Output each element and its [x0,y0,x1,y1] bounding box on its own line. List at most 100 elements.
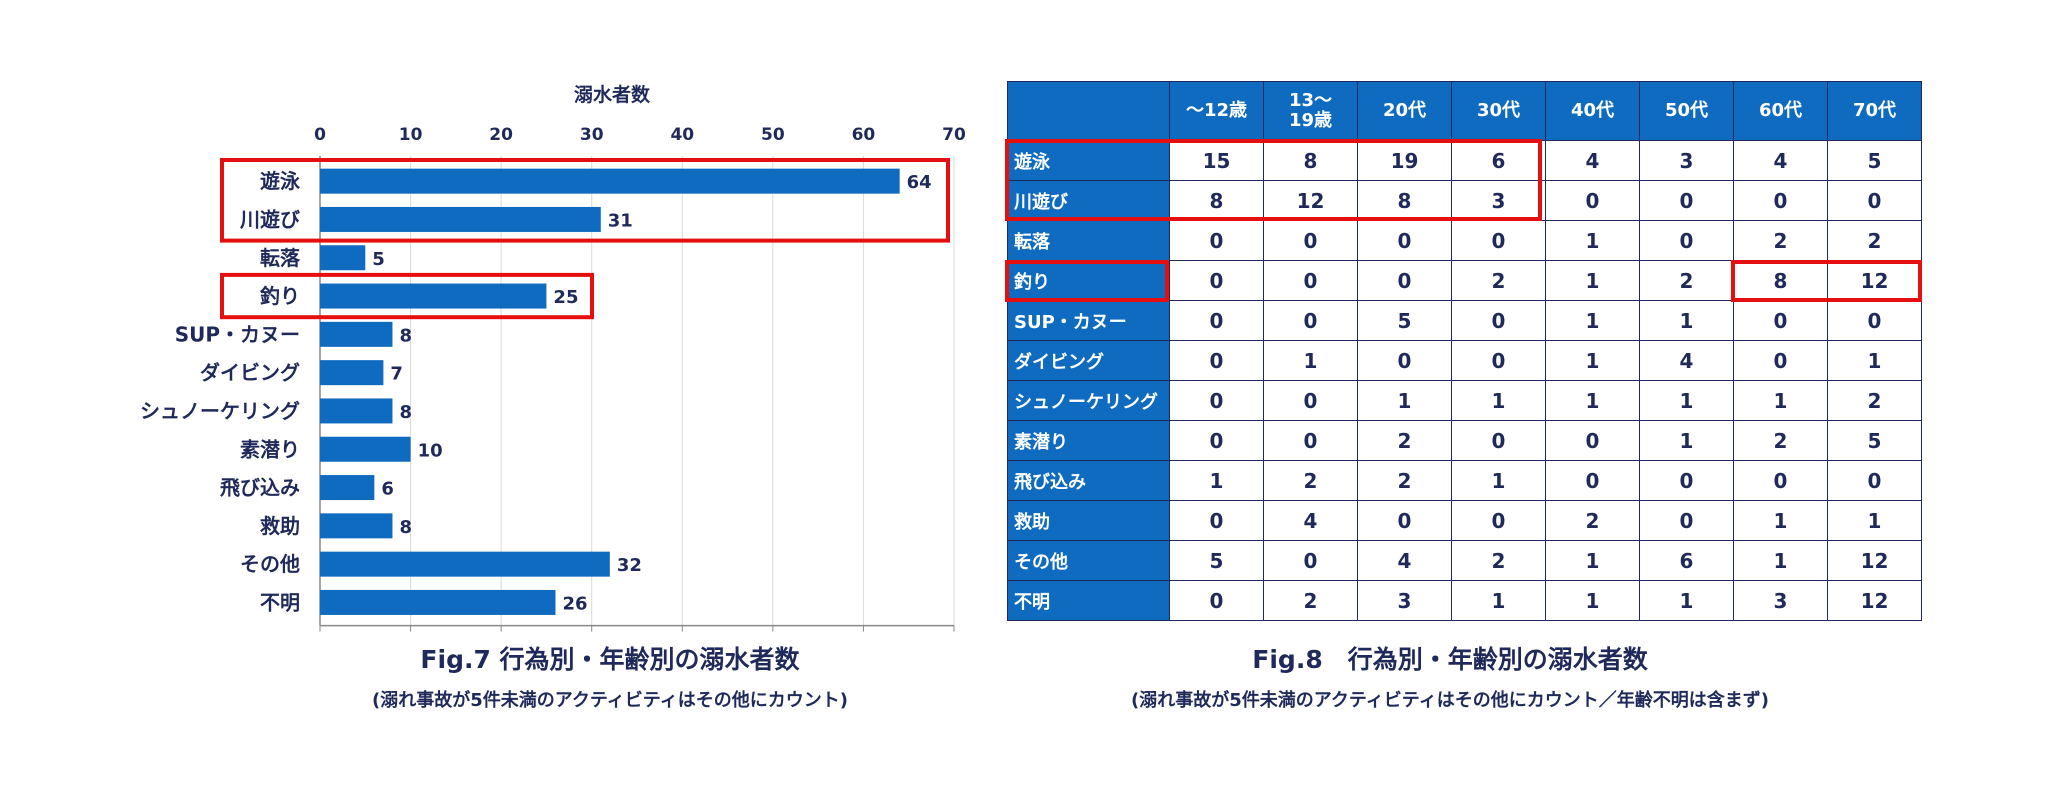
bar [320,513,393,539]
table-cell: 5 [1827,140,1922,181]
row-label: シュノーケリング [1007,380,1170,421]
table-cell: 0 [1639,500,1734,541]
fig8-table: 〜12歳 13〜 19歳 20代 30代 40代 50代 60代 70代 遊泳 15 8 19 6 4 3… [1007,81,1922,621]
table-cell: 6 [1639,540,1734,581]
table-cell: 1 [1545,220,1640,261]
column-header: 70代 [1827,81,1922,141]
table-cell: 0 [1451,300,1546,341]
table-cell: 12 [1263,180,1358,221]
table-cell: 0 [1169,220,1264,261]
table-cell: 1 [1827,340,1922,381]
table-cell: 1 [1545,380,1640,421]
row-label: 不明 [1007,580,1170,621]
table-row: 不明 0 2 3 1 1 1 3 12 [1007,580,1922,621]
table-cell: 0 [1357,500,1452,541]
table-row: 飛び込み 1 2 2 1 0 0 0 0 [1007,460,1922,501]
table-cell: 0 [1169,340,1264,381]
table-cell: 0 [1263,380,1358,421]
table-row: 釣り 0 0 0 2 1 2 8 12 [1007,260,1922,301]
table-cell: 0 [1639,460,1734,501]
category-label: SUP・カヌー [175,322,300,346]
table-cell: 12 [1827,260,1922,301]
table-cell: 12 [1827,540,1922,581]
table-cell: 1 [1733,380,1828,421]
table-cell: 1 [1357,380,1452,421]
bar [320,398,393,424]
table-cell: 8 [1733,260,1828,301]
table-cell: 5 [1357,300,1452,341]
table-cell: 2 [1827,380,1922,421]
bar [320,475,375,501]
table-cell: 2 [1639,260,1734,301]
table-cell: 1 [1827,500,1922,541]
table-cell: 1 [1639,300,1734,341]
table-row: その他 5 0 4 2 1 6 1 12 [1007,540,1922,581]
column-header: 13〜 19歳 [1263,81,1358,141]
data-label: 10 [418,440,443,461]
table-cell: 1 [1639,420,1734,461]
table-cell: 2 [1357,420,1452,461]
row-label: 川遊び [1007,180,1170,221]
table-row: 素潜り 0 0 2 0 0 1 2 5 [1007,420,1922,461]
highlight-box-fishing [220,272,594,320]
category-label: シュノーケリング [140,399,300,423]
bar [320,206,601,232]
column-header: 20代 [1357,81,1452,141]
table-cell: 4 [1357,540,1452,581]
table-cell: 0 [1639,180,1734,221]
column-header: 60代 [1733,81,1828,141]
table-cell: 0 [1263,420,1358,461]
row-label: 飛び込み [1007,460,1170,501]
table-row: 川遊び 8 12 8 3 0 0 0 0 [1007,180,1922,221]
table-cell: 2 [1733,220,1828,261]
table-cell: 0 [1357,220,1452,261]
table-cell: 0 [1639,220,1734,261]
table-cell: 2 [1827,220,1922,261]
highlight-box-swim-river [220,158,950,243]
x-axis-label: 溺水者数 [574,83,651,106]
x-tick-label: 20 [489,125,513,145]
table-cell: 0 [1263,540,1358,581]
column-header: 30代 [1451,81,1546,141]
column-header: 50代 [1639,81,1734,141]
category-label: 不明 [260,590,300,614]
bar [320,436,411,462]
fig7-note: (溺れ事故が5件未満のアクティビティはその他にカウント) [372,690,848,711]
fig8-note: (溺れ事故が5件未満のアクティビティはその他にカウント／年齢不明は含まず) [1131,690,1769,711]
table-cell: 3 [1451,180,1546,221]
table-cell: 8 [1263,140,1358,181]
table-cell: 2 [1451,260,1546,301]
table-cell: 0 [1263,260,1358,301]
table-cell: 2 [1357,460,1452,501]
row-label: 転落 [1007,220,1170,261]
row-label: 救助 [1007,500,1170,541]
table-cell: 8 [1169,180,1264,221]
bar [320,360,384,386]
table-cell: 2 [1451,540,1546,581]
table-cell: 0 [1733,460,1828,501]
table-cell: 0 [1169,260,1264,301]
bar [320,245,366,271]
table-cell: 2 [1263,580,1358,621]
table-cell: 0 [1827,300,1922,341]
data-label: 7 [390,364,403,385]
table-cell: 15 [1169,140,1264,181]
x-tick-label: 50 [761,125,785,145]
bar [320,551,610,577]
table-row: 遊泳 15 8 19 6 4 3 4 5 [1007,140,1922,181]
table-cell: 4 [1263,500,1358,541]
table-cell: 0 [1451,340,1546,381]
table-cell: 5 [1169,540,1264,581]
table-cell: 1 [1545,260,1640,301]
table-cell: 0 [1357,340,1452,381]
bar [320,168,900,194]
table-cell: 0 [1357,260,1452,301]
table-cell: 0 [1169,420,1264,461]
table-row: ダイビング 0 1 0 0 1 4 0 1 [1007,340,1922,381]
table-cell: 1 [1545,540,1640,581]
x-tick-label: 70 [942,125,966,145]
data-label: 25 [553,287,578,308]
table-row: シュノーケリング 0 0 1 1 1 1 1 2 [1007,380,1922,421]
table-cell: 0 [1451,420,1546,461]
table-cell: 3 [1639,140,1734,181]
